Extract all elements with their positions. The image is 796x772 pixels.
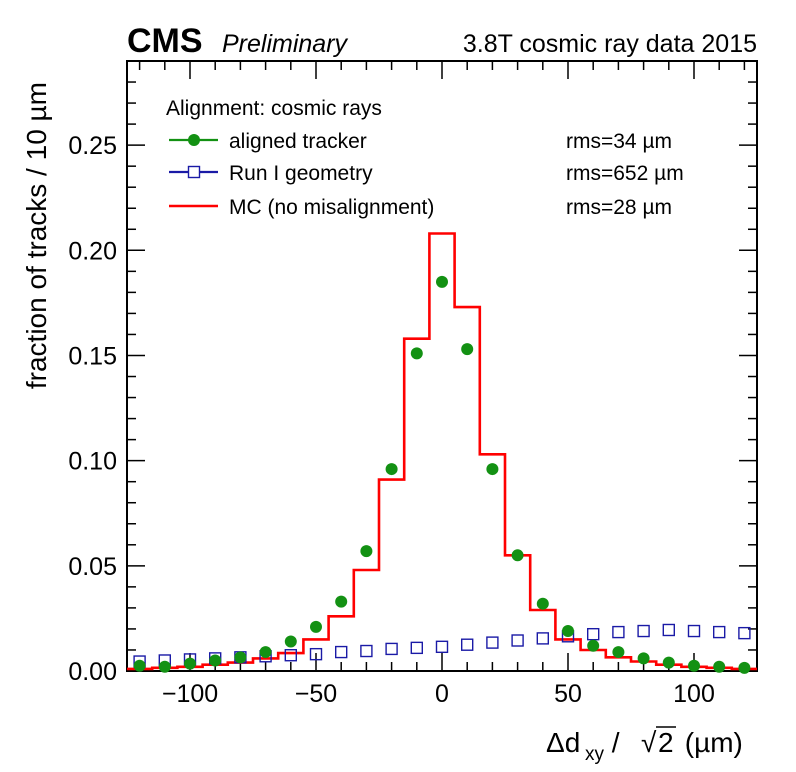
legend: Alignment: cosmic rays aligned tracker r… (166, 97, 684, 219)
experiment-label: CMS (127, 22, 203, 60)
run1-geometry-point (284, 649, 297, 662)
series-layer (127, 232, 757, 674)
aligned-tracker-point (612, 646, 625, 659)
run1-geometry-point (637, 624, 650, 638)
aligned-tracker-point (310, 620, 322, 633)
run1-geometry-point (385, 642, 398, 656)
aligned-tracker-point (662, 656, 675, 669)
aligned-tracker-point (335, 595, 348, 608)
aligned-tracker-point (436, 275, 448, 288)
aligned-tracker-point (738, 661, 751, 674)
legend-entry-run1-geometry: Run I geometry rms=652 µm (169, 162, 684, 185)
aligned-tracker-point (259, 646, 272, 659)
legend-entry-aligned-tracker: aligned tracker rms=34 µm (169, 130, 672, 153)
y-axis-ticks (127, 60, 757, 672)
run1-geometry-point (335, 645, 348, 659)
legend-rms-aligned-tracker: rms=34 µm (566, 130, 672, 153)
y-axis-label: fraction of tracks / 10 µm (21, 82, 52, 389)
legend-rms-run1-geometry: rms=652 µm (566, 162, 684, 185)
legend-entry-mc: MC (no misalignment) rms=28 µm (169, 196, 672, 219)
mc-histogram-line (127, 232, 757, 671)
y-tick-label: 0.00 (68, 658, 117, 686)
x-axis-label-subscript: xy (585, 744, 605, 765)
run1-geometry-point (410, 641, 423, 655)
legend-label-run1-geometry: Run I geometry (229, 162, 373, 185)
run1-geometry-point (662, 623, 675, 637)
aligned-tracker-point (637, 652, 650, 665)
run1-geometry-point (536, 632, 549, 645)
run1-geometry-point (309, 647, 323, 661)
aligned-tracker-point (410, 347, 423, 360)
x-axis-tick-labels: −100 −50 0 50 100 (162, 680, 715, 708)
y-tick-label: 0.20 (68, 237, 117, 265)
aligned-tracker-point (562, 625, 574, 638)
legend-title: Alignment: cosmic rays (166, 97, 382, 120)
run1-geometry-point (435, 640, 449, 654)
x-tick-label: 50 (554, 680, 582, 708)
aligned-tracker-point (486, 463, 499, 476)
x-axis-label-prefix: Δd (546, 727, 580, 758)
aligned-tracker-point (536, 597, 549, 610)
aligned-tracker-point (209, 654, 222, 667)
aligned-tracker-point (360, 545, 373, 558)
aligned-tracker-point (587, 639, 600, 652)
x-axis-ticks (138, 61, 746, 671)
legend-rms-mc: rms=28 µm (566, 196, 672, 219)
run1-geometry-point (687, 624, 701, 638)
run1-geometry-point (360, 644, 373, 658)
x-tick-label: −50 (295, 680, 337, 708)
run1-geometry-point (587, 627, 600, 641)
y-tick-label: 0.10 (68, 448, 117, 476)
x-axis-label-unit: (µm) (677, 727, 743, 758)
legend-label-mc: MC (no misalignment) (229, 196, 434, 219)
y-tick-label: 0.05 (68, 553, 117, 581)
aligned-tracker-point (284, 635, 297, 648)
dataset-label: 3.8T cosmic ray data 2015 (463, 30, 757, 58)
run1-geometry-point (713, 625, 726, 639)
aligned-tracker-point (234, 651, 247, 664)
x-tick-label: 100 (673, 680, 715, 708)
run1-geometry-point (738, 626, 751, 640)
run1-geometry-point (612, 625, 625, 639)
aligned-tracker-point (461, 343, 474, 356)
x-tick-label: −100 (162, 680, 218, 708)
run1-geometry-point (486, 636, 499, 649)
run1-geometry-point (461, 638, 474, 651)
aligned-tracker-point (184, 657, 196, 670)
y-tick-label: 0.15 (68, 342, 117, 370)
x-tick-label: 0 (435, 680, 449, 708)
legend-label-aligned-tracker: aligned tracker (229, 130, 367, 153)
x-axis-label: Δd xy / √ 2 (µm) (546, 726, 743, 765)
aligned-tracker-point (158, 660, 171, 673)
legend-marker-run1-geometry (187, 165, 201, 179)
x-axis-label-radicand: 2 (658, 727, 674, 758)
run1-geometry-point (511, 634, 524, 647)
aligned-tracker-point (133, 659, 146, 672)
x-axis-label-mid: / (604, 727, 627, 758)
status-label: Preliminary (222, 30, 349, 58)
x-axis-label-radical: √ (641, 727, 657, 758)
legend-marker-aligned-tracker (188, 134, 200, 146)
aligned-tracker-point (511, 549, 524, 562)
aligned-tracker-point (385, 463, 398, 476)
y-tick-label: 0.25 (68, 132, 117, 160)
aligned-tracker-point (713, 660, 726, 673)
aligned-tracker-point (688, 659, 700, 672)
y-axis-tick-labels: 0.00 0.05 0.10 0.15 0.20 0.25 (68, 132, 117, 686)
